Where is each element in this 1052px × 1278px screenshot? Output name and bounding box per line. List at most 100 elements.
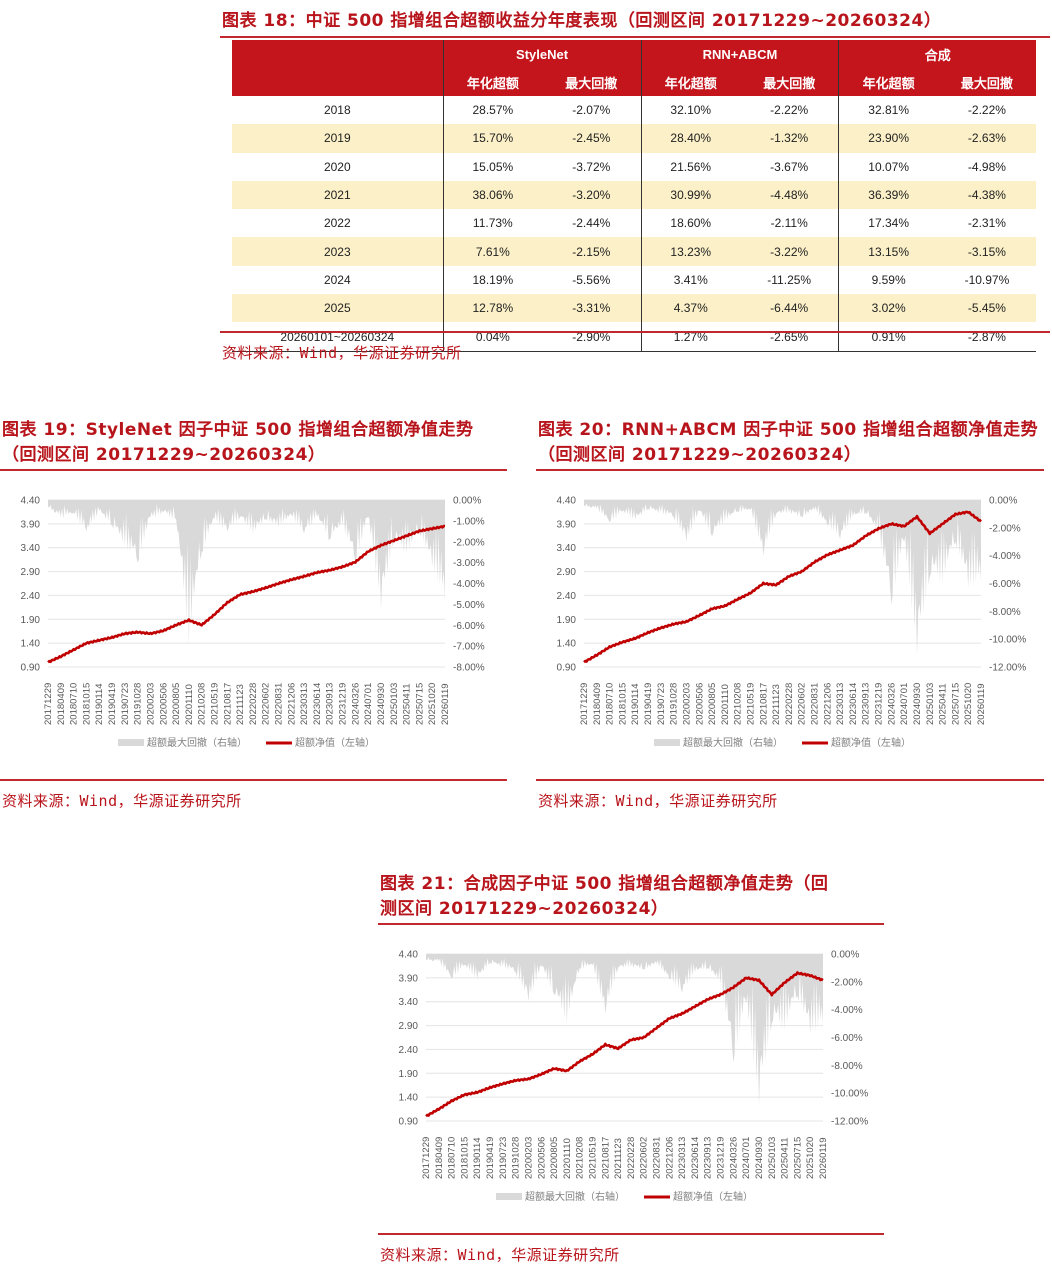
corner-cell [232,68,444,96]
table-cell: 12.78% [442,294,543,323]
x-tick: 20210519 [745,683,756,725]
x-tick: 20260119 [440,683,451,725]
table-cell: 36.39% [838,180,938,210]
y-right-tick: -8.00% [989,607,1021,618]
y-left-tick: 2.90 [399,1021,419,1032]
x-tick: 20251020 [963,683,974,725]
x-tick: 20211123 [235,684,246,725]
x-tick: 20240326 [886,683,897,725]
nav-line [583,510,982,664]
x-tick: 20200203 [681,683,692,725]
table-cell: 18.19% [442,265,543,295]
x-tick: 20171229 [579,683,590,725]
x-tick: 20210519 [587,1137,598,1179]
table-cell: 3.02% [838,294,938,323]
x-tick: 20200203 [523,1137,534,1179]
table-row: 2018 28.57% -2.07% 32.10% -2.22% 32.81% -2.22% [232,96,1036,125]
chart21-title-line2: 测区间 20171229~20260324） [380,899,669,919]
table-cell: -2.07% [572,103,611,118]
table-cell: 0.04% [442,322,543,352]
x-tick: 20201110 [562,1138,573,1179]
chart19-styleNet-nav: 0.90 1.40 1.90 2.40 2.90 3.40 3.90 4.40 0.00% -1.… [21,496,485,750]
group-header: RNN+ABCM [640,40,839,68]
y-left-tick: 4.40 [21,496,41,507]
x-tick: 20240701 [741,1137,752,1179]
x-tick: 20250411 [938,683,949,725]
y-right-tick: -12.00% [831,1117,868,1128]
y-left-tick: 3.90 [399,973,419,984]
x-tick: 20230913 [703,1137,714,1179]
table-cell: -4.98% [967,159,1006,174]
subheader: 最大回撤 [937,68,1036,96]
x-tick: 20240930 [912,683,923,725]
table-cell: 4.37% [640,294,740,323]
x-tick: 20180710 [69,683,80,725]
x-tick: 20240930 [754,1137,765,1179]
subheader: 年化超额 [640,68,740,96]
y-right-tick: -6.00% [831,1033,863,1044]
x-tick: 20230614 [848,683,859,725]
table-cell: -2.11% [770,216,808,231]
x-tick: 20240930 [376,683,387,725]
table-row: 2020 15.05% -3.72% 21.56% -3.67% 10.07% -4.98% [232,152,1036,181]
chart21-title-rule [378,923,884,925]
x-tick: 20190114 [630,683,641,725]
x-tick: 20220831 [810,683,821,725]
table-cell: 32.81% [838,96,938,125]
chart21-bottom-rule [378,1233,884,1235]
x-tick: 20200805 [549,1137,560,1179]
x-tick: 20220831 [274,683,285,725]
table-cell: -3.20% [542,180,642,210]
x-tick: 20210817 [222,683,233,725]
table-cell: 10.07% [838,152,938,181]
y-left-tick: 4.40 [557,496,577,507]
table-body: 2018 28.57% -2.07% 32.10% -2.22% 32.81% -2.22%… [232,96,1036,352]
drawdown-area [584,500,981,656]
x-tick: 20171229 [43,683,54,725]
y-left-tick: 1.40 [21,639,41,650]
x-tick: 20190419 [485,1137,496,1179]
table-cell: 13.23% [640,237,740,266]
x-tick: 20240326 [728,1137,739,1179]
legend-drawdown-swatch [118,739,144,746]
x-tick: 20181015 [617,683,628,725]
x-tick: 20220602 [797,683,808,725]
y-left-tick: 0.90 [557,663,577,674]
table-cell: 1.27% [640,322,740,352]
x-tick: 20251020 [427,683,438,725]
x-tick: 20210817 [758,683,769,725]
row-label: 2022 [323,216,351,231]
table-cell: -4.48% [739,180,839,210]
x-tick: 20230313 [299,683,310,725]
table-row: 2019 15.70% -2.45% 28.40% -1.32% 23.90% -2.63% [232,124,1036,153]
chart20-rnn-abcm-nav: 0.90 1.40 1.90 2.40 2.90 3.40 3.90 4.40 0.00% -2.… [557,496,1027,750]
x-tick: 20190114 [94,683,105,725]
x-tick: 20221206 [664,1137,675,1179]
table-cell: 17.34% [838,209,938,238]
x-tick: 20220228 [626,1137,637,1179]
corner-cell [232,40,444,68]
table-cell: -2.15% [542,237,642,266]
y-right-tick: -4.00% [831,1005,863,1016]
x-tick: 20190723 [498,1137,509,1179]
y-left-tick: 0.90 [399,1117,419,1128]
x-tick: 20171229 [421,1137,432,1179]
y-left-tick: 4.40 [399,950,419,961]
x-tick: 20230313 [677,1137,688,1179]
y-left-tick: 1.40 [557,639,577,650]
y-right-tick: -3.00% [453,558,485,569]
y-left-tick: 1.90 [399,1069,419,1080]
nav-line [425,971,824,1118]
x-tick: 20200203 [145,683,156,725]
table-row: 2025 12.78% -3.31% 4.37% -6.44% 3.02% -5.45% [232,294,1036,323]
chart21-composite-nav: 0.90 1.40 1.90 2.40 2.90 3.40 3.90 4.40 0.00% -2.… [399,950,869,1204]
x-tick: 20191028 [669,683,680,725]
table-cell: -6.44% [739,294,839,323]
x-tick: 20250411 [780,1137,791,1179]
nav-line [47,524,446,664]
y-left-tick: 2.40 [399,1045,419,1056]
y-left-tick: 2.90 [21,567,41,578]
table-cell: -2.87% [937,322,1036,352]
row-label: 2023 [232,237,444,266]
x-tick: 20221206 [286,683,297,725]
